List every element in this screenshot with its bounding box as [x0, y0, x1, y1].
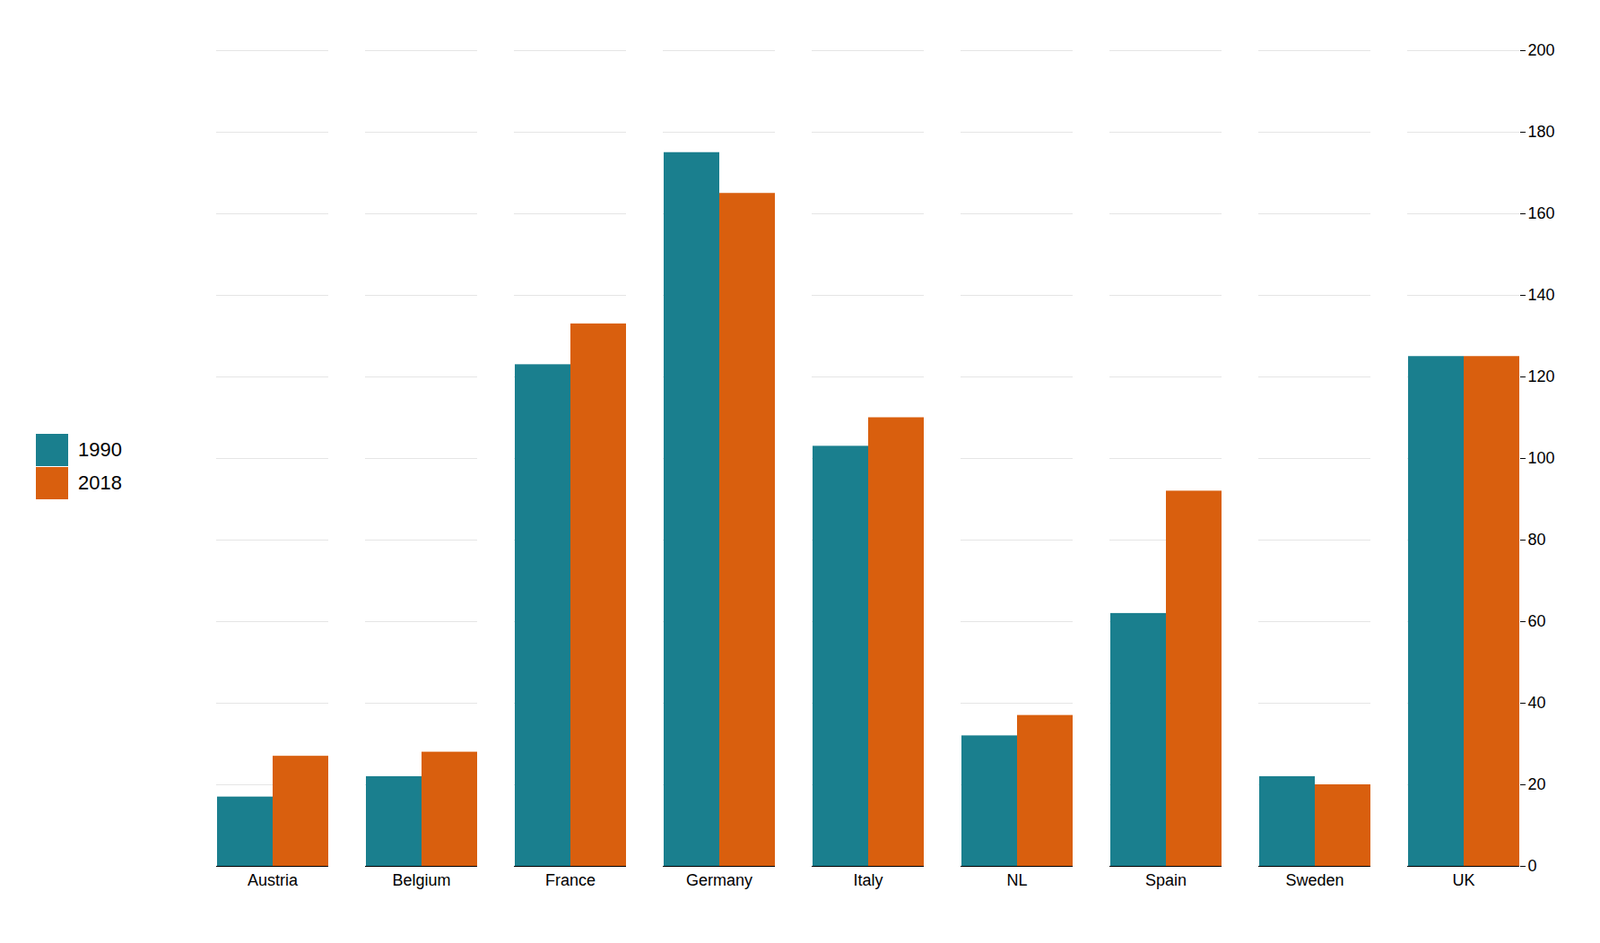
- html-text:2018: 2018: [78, 471, 122, 494]
- svg-text:France: France: [545, 871, 596, 890]
- svg-text:Belgium: Belgium: [391, 871, 451, 890]
- svg-text:NL: NL: [1006, 871, 1027, 890]
- svg-text:Germany: Germany: [686, 871, 753, 890]
- svg-text:60: 60: [1528, 612, 1547, 631]
- svg-text:200: 200: [1528, 41, 1556, 60]
- svg-text:100: 100: [1528, 449, 1556, 468]
- svg-text:Italy: Italy: [852, 871, 883, 890]
- svg-text:40: 40: [1528, 694, 1547, 713]
- svg-text:Austria: Austria: [247, 871, 299, 890]
- svg-text:Sweden: Sweden: [1285, 871, 1344, 890]
- svg-text:180: 180: [1528, 122, 1556, 141]
- html-text:1990: 1990: [78, 438, 122, 461]
- svg-text:140: 140: [1528, 286, 1556, 305]
- svg-text:120: 120: [1528, 367, 1556, 386]
- svg-text:0: 0: [1528, 857, 1538, 876]
- svg-text:Spain: Spain: [1145, 871, 1187, 890]
- svg-text:80: 80: [1528, 530, 1547, 549]
- svg-text:160: 160: [1528, 204, 1556, 223]
- svg-text:20: 20: [1528, 775, 1547, 794]
- svg-text:UK: UK: [1452, 871, 1475, 890]
